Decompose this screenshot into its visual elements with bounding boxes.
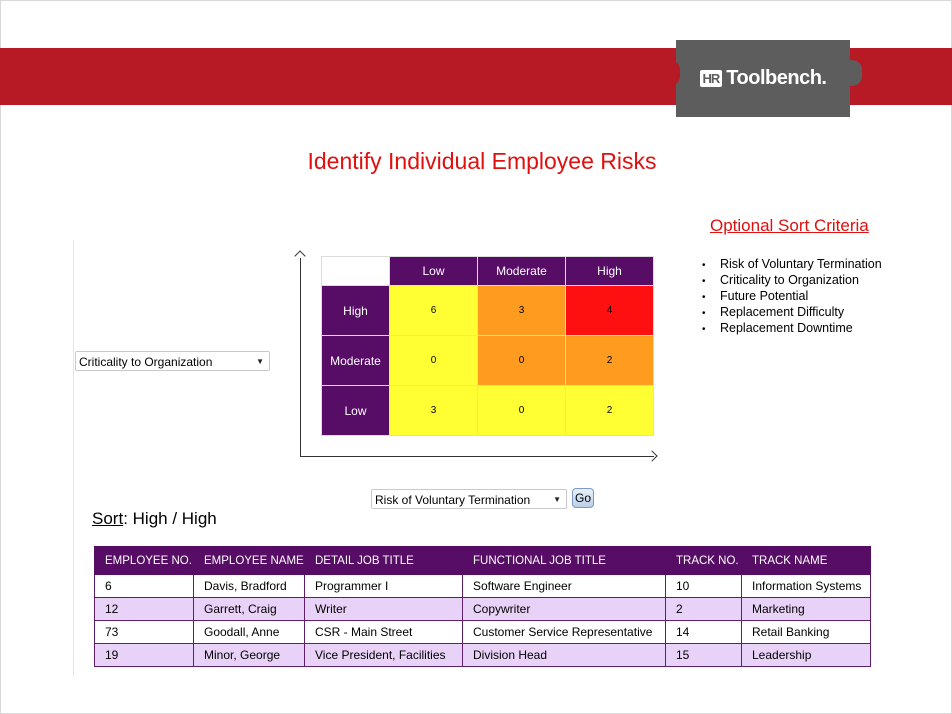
logo-text: Toolbench. [726,67,827,89]
table-cell: Copywriter [462,597,666,621]
column-header[interactable]: DETAIL JOB TITLE [304,546,463,575]
table-cell: Software Engineer [462,574,666,598]
table-cell: 15 [665,643,742,667]
divider [73,240,74,676]
table-cell: Programmer I [304,574,463,598]
column-header[interactable]: EMPLOYEE NO. [94,546,194,575]
table-cell: 12 [94,597,194,621]
matrix-cell[interactable]: 3 [477,285,566,336]
logo-puzzle-notch [666,60,680,86]
table-cell: Retail Banking [741,620,871,644]
matrix-corner [321,256,390,286]
table-cell: Marketing [741,597,871,621]
table-cell: Davis, Bradford [193,574,305,598]
column-header[interactable]: EMPLOYEE NAME [193,546,305,575]
optional-sort-item: Replacement Downtime [702,320,882,336]
matrix-cell[interactable]: 0 [477,335,566,386]
table-cell: Writer [304,597,463,621]
x-axis-criteria-select[interactable]: Risk of Voluntary Termination ▼ [371,489,567,509]
table-header-row: EMPLOYEE NO. EMPLOYEE NAME DETAIL JOB TI… [94,546,871,575]
table-cell: Garrett, Craig [193,597,305,621]
optional-sort-item: Future Potential [702,288,882,304]
hr-toolbench-logo: HR Toolbench. [666,40,862,117]
sort-value: : High / High [123,509,217,528]
table-cell: Minor, George [193,643,305,667]
optional-sort-title: Optional Sort Criteria [710,216,869,235]
risk-matrix: Low Moderate High High 6 3 4 Moderate 0 … [321,256,654,436]
chevron-down-icon: ▼ [553,495,561,504]
matrix-cell[interactable]: 4 [565,285,654,336]
employee-table: EMPLOYEE NO. EMPLOYEE NAME DETAIL JOB TI… [94,546,871,667]
table-cell: 14 [665,620,742,644]
table-row[interactable]: 6 Davis, Bradford Programmer I Software … [94,574,871,598]
matrix-row-header: Low [321,385,390,436]
table-cell: Leadership [741,643,871,667]
x-axis-line [300,456,654,457]
table-cell: Goodall, Anne [193,620,305,644]
matrix-col-header: Low [389,256,478,286]
matrix-cell[interactable]: 2 [565,335,654,386]
matrix-cell[interactable]: 0 [389,335,478,386]
table-cell: 19 [94,643,194,667]
logo-mark: HR [699,70,723,87]
y-axis-criteria-select[interactable]: Criticality to Organization ▼ [75,351,270,371]
table-cell: 2 [665,597,742,621]
column-header[interactable]: FUNCTIONAL JOB TITLE [462,546,666,575]
matrix-row-header: Moderate [321,335,390,386]
optional-sort-item: Replacement Difficulty [702,304,882,320]
optional-sort-list: Risk of Voluntary Termination Criticalit… [702,256,882,336]
y-axis-line [300,258,301,457]
matrix-cell[interactable]: 6 [389,285,478,336]
table-row[interactable]: 73 Goodall, Anne CSR - Main Street Custo… [94,620,871,644]
table-cell: Division Head [462,643,666,667]
table-cell: 73 [94,620,194,644]
matrix-cell[interactable]: 0 [477,385,566,436]
table-cell: Information Systems [741,574,871,598]
table-cell: 10 [665,574,742,598]
sort-indicator: Sort: High / High [92,509,217,529]
column-header[interactable]: TRACK NO. [665,546,742,575]
table-cell: 6 [94,574,194,598]
matrix-cell[interactable]: 2 [565,385,654,436]
table-row[interactable]: 19 Minor, George Vice President, Facilit… [94,643,871,667]
optional-sort-item: Criticality to Organization [702,272,882,288]
table-cell: CSR - Main Street [304,620,463,644]
matrix-row-header: High [321,285,390,336]
chevron-down-icon: ▼ [256,357,264,366]
optional-sort-item: Risk of Voluntary Termination [702,256,882,272]
y-axis-select-value: Criticality to Organization [79,355,213,369]
go-button[interactable]: Go [572,488,594,508]
column-header[interactable]: TRACK NAME [741,546,871,575]
matrix-cell[interactable]: 3 [389,385,478,436]
matrix-col-header: High [565,256,654,286]
table-cell: Customer Service Representative [462,620,666,644]
matrix-col-header: Moderate [477,256,566,286]
logo-puzzle-tab [848,60,862,86]
x-axis-select-value: Risk of Voluntary Termination [375,493,531,507]
table-cell: Vice President, Facilities [304,643,463,667]
page-title: Identify Individual Employee Risks [307,148,657,174]
sort-label: Sort [92,509,124,528]
table-row[interactable]: 12 Garrett, Craig Writer Copywriter 2 Ma… [94,597,871,621]
